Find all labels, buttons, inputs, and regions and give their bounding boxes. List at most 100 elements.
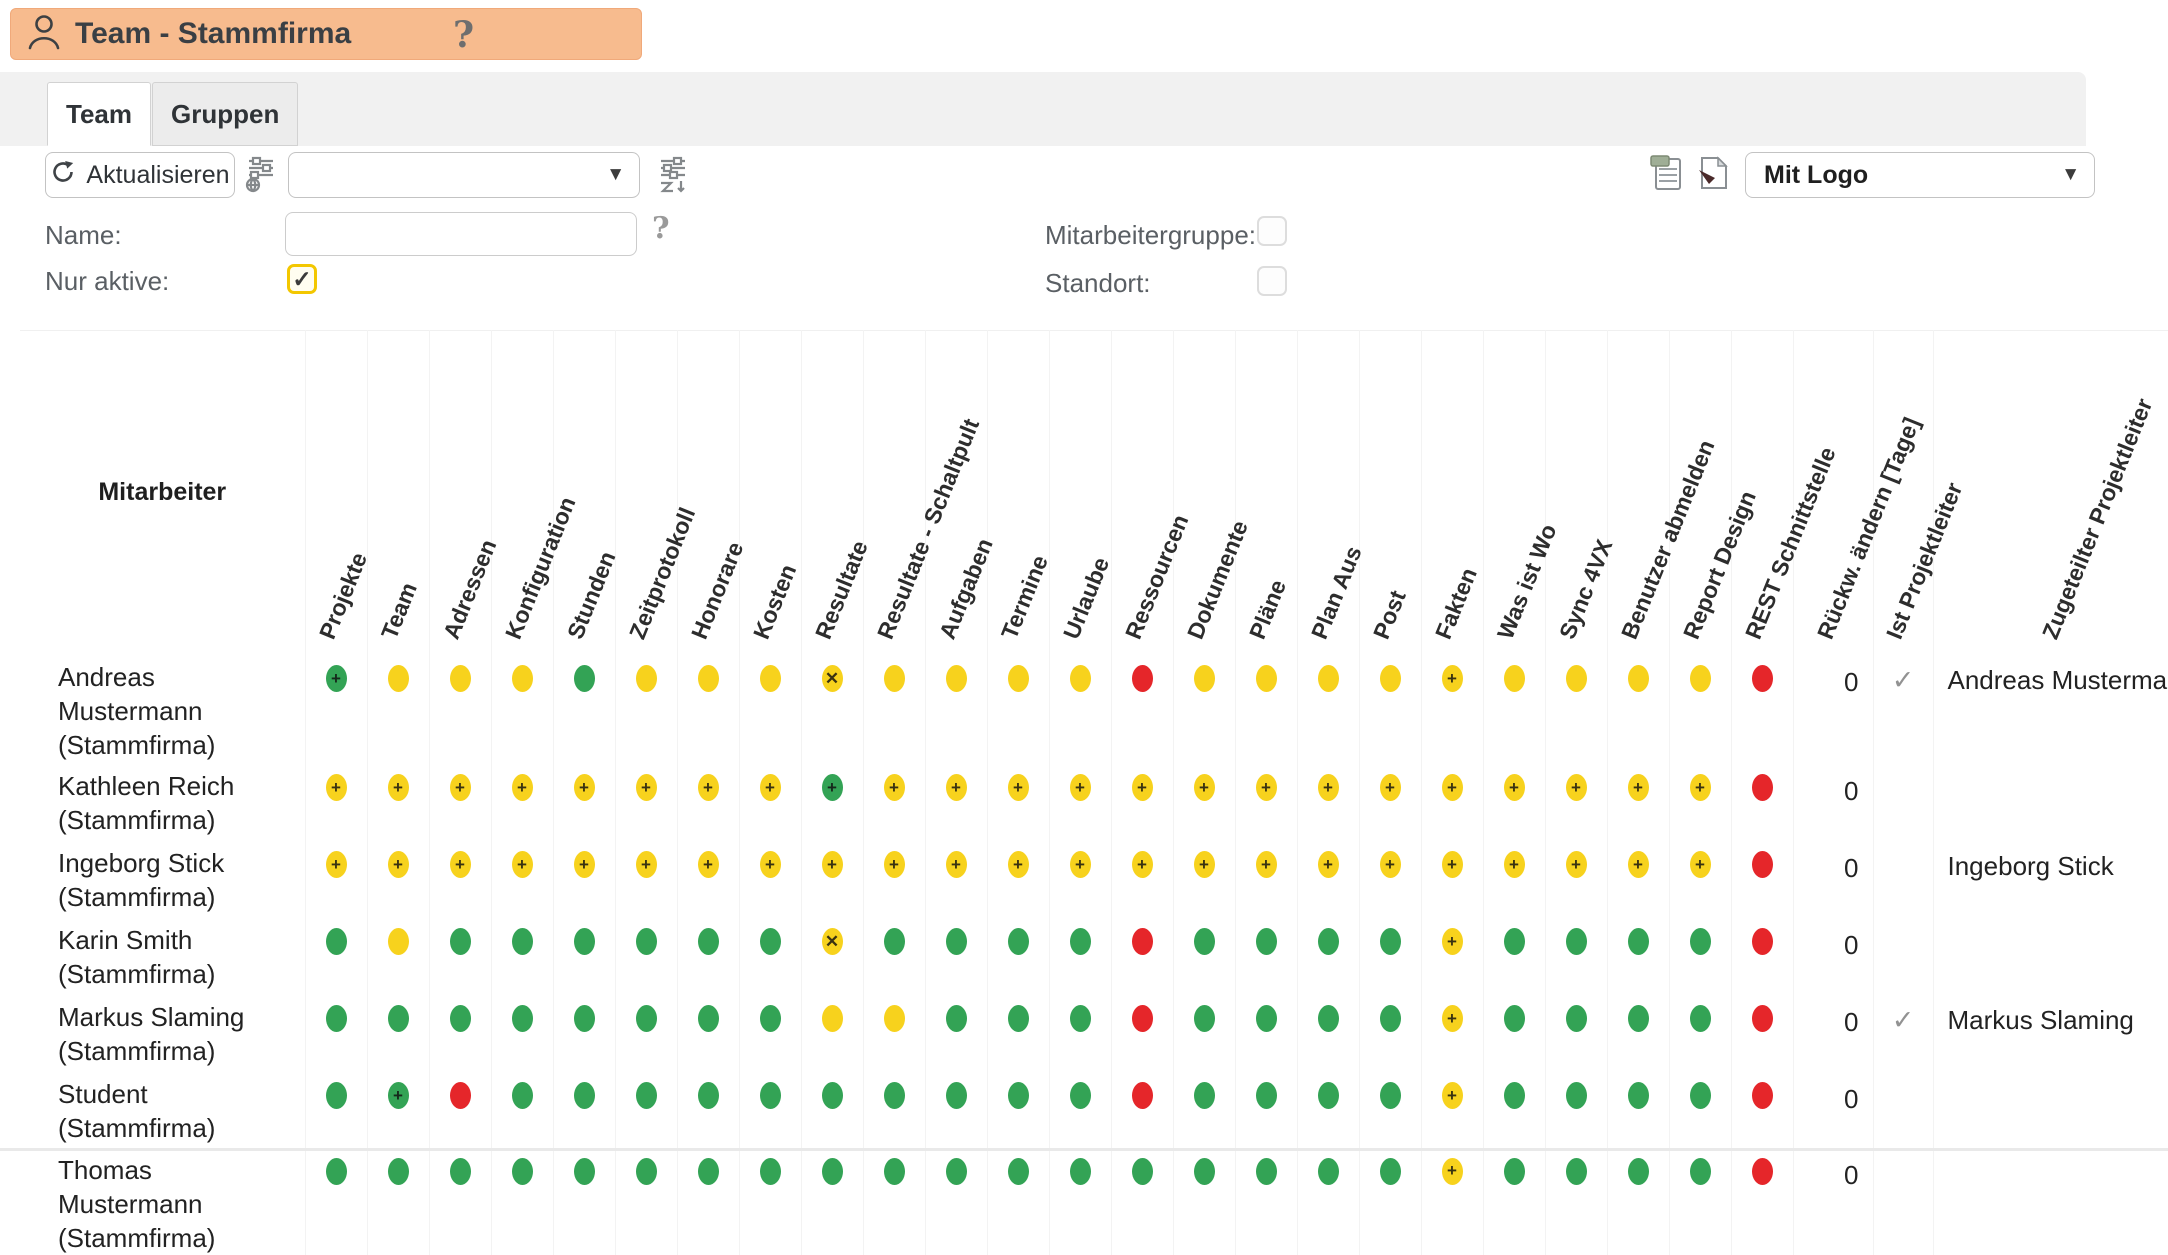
permission-dot[interactable] [1069,665,1091,692]
permission-dot[interactable] [945,1157,967,1185]
permission-dot[interactable] [1751,665,1773,692]
permission-dot[interactable] [697,1157,719,1185]
permission-dot[interactable] [1317,1082,1339,1110]
permission-dot[interactable]: + [1689,774,1711,802]
permission-dot[interactable]: + [1131,774,1153,802]
permission-dot[interactable] [1689,1082,1711,1110]
permission-dot[interactable]: + [511,774,533,802]
permission-dot[interactable]: + [1689,851,1711,879]
permission-dot[interactable]: + [387,1082,409,1110]
permission-dot[interactable] [1503,928,1525,956]
permission-dot[interactable] [1255,1082,1277,1110]
permission-dot[interactable]: + [635,774,657,802]
permission-dot[interactable]: + [449,774,471,802]
permission-dot[interactable]: + [759,851,781,879]
name-input[interactable] [285,212,637,256]
permission-dot[interactable] [1751,851,1773,879]
permission-dot[interactable] [1565,1082,1587,1110]
permission-dot[interactable] [1751,1082,1773,1110]
permission-dot[interactable]: + [1007,851,1029,879]
permission-dot[interactable]: + [1441,928,1463,956]
permission-dot[interactable]: + [449,851,471,879]
permission-dot[interactable] [635,1157,657,1185]
permission-dot[interactable] [1317,1157,1339,1185]
permission-dot[interactable] [759,1157,781,1185]
tab-team[interactable]: Team [47,82,151,146]
permission-dot[interactable] [697,928,719,956]
permission-dot[interactable] [1751,774,1773,802]
permission-dot[interactable]: + [945,851,967,879]
permission-dot[interactable] [325,1005,347,1033]
permission-dot[interactable] [697,1005,719,1033]
permission-dot[interactable] [1317,1005,1339,1033]
permission-dot[interactable] [635,1082,657,1110]
permission-dot[interactable] [1069,1157,1091,1185]
permission-dot[interactable] [697,665,719,692]
permission-dot[interactable] [1503,1082,1525,1110]
permission-dot[interactable]: + [883,774,905,802]
permission-dot[interactable] [387,665,409,692]
permission-dot[interactable] [1069,1082,1091,1110]
permission-dot[interactable] [449,928,471,956]
permission-dot[interactable] [449,665,471,692]
permission-dot[interactable]: + [635,851,657,879]
permission-dot[interactable] [759,1082,781,1110]
permission-dot[interactable] [945,1082,967,1110]
tab-gruppen[interactable]: Gruppen [152,82,299,146]
permission-dot[interactable] [1751,1005,1773,1033]
permission-dot[interactable]: + [821,774,843,802]
permission-dot[interactable]: + [325,774,347,802]
permission-dot[interactable] [1007,1082,1029,1110]
permission-dot[interactable] [1193,665,1215,692]
permission-dot[interactable] [883,1082,905,1110]
permission-dot[interactable] [573,1157,595,1185]
permission-dot[interactable] [1689,1157,1711,1185]
name-help-icon[interactable]: ? [652,211,670,246]
permission-dot[interactable] [635,665,657,692]
permission-dot[interactable]: + [1441,851,1463,879]
permission-dot[interactable] [1751,1157,1773,1185]
permission-dot[interactable] [449,1082,471,1110]
permission-dot[interactable] [449,1005,471,1033]
permission-dot[interactable] [1131,665,1153,692]
permission-dot[interactable]: + [759,774,781,802]
permission-dot[interactable] [1131,1157,1153,1185]
permission-dot[interactable]: + [1007,774,1029,802]
nur-aktive-checkbox[interactable]: ✓ [287,264,317,294]
permission-dot[interactable] [387,928,409,956]
permission-dot[interactable] [1317,665,1339,692]
permission-dot[interactable] [387,1005,409,1033]
permission-dot[interactable] [1689,928,1711,956]
permission-dot[interactable]: + [1069,851,1091,879]
permission-dot[interactable] [883,928,905,956]
permission-dot[interactable] [945,1005,967,1033]
filter-sort-icon[interactable] [656,155,690,198]
permission-dot[interactable]: + [573,851,595,879]
permission-dot[interactable] [1503,1005,1525,1033]
permission-dot[interactable] [697,1082,719,1110]
permission-dot[interactable]: + [1441,774,1463,802]
export-pdf-icon[interactable] [1694,153,1732,198]
permission-dot[interactable] [1193,928,1215,956]
permission-dot[interactable] [1627,1082,1649,1110]
permission-dot[interactable] [325,928,347,956]
permission-dot[interactable]: + [697,774,719,802]
permission-dot[interactable] [387,1157,409,1185]
permission-dot[interactable] [1565,665,1587,692]
permission-dot[interactable] [1255,665,1277,692]
permission-dot[interactable] [1379,1082,1401,1110]
permission-dot[interactable]: + [1317,774,1339,802]
permission-dot[interactable] [635,1005,657,1033]
permission-dot[interactable] [1379,928,1401,956]
permission-dot[interactable] [511,665,533,692]
permission-dot[interactable] [883,1157,905,1185]
permission-dot[interactable] [635,928,657,956]
permission-dot[interactable]: + [387,774,409,802]
permission-dot[interactable]: + [1503,774,1525,802]
permission-dot[interactable] [511,1157,533,1185]
permission-dot[interactable] [1007,928,1029,956]
permission-dot[interactable]: + [1379,851,1401,879]
permission-dot[interactable] [573,1082,595,1110]
permission-dot[interactable] [1255,1157,1277,1185]
permission-dot[interactable]: + [511,851,533,879]
